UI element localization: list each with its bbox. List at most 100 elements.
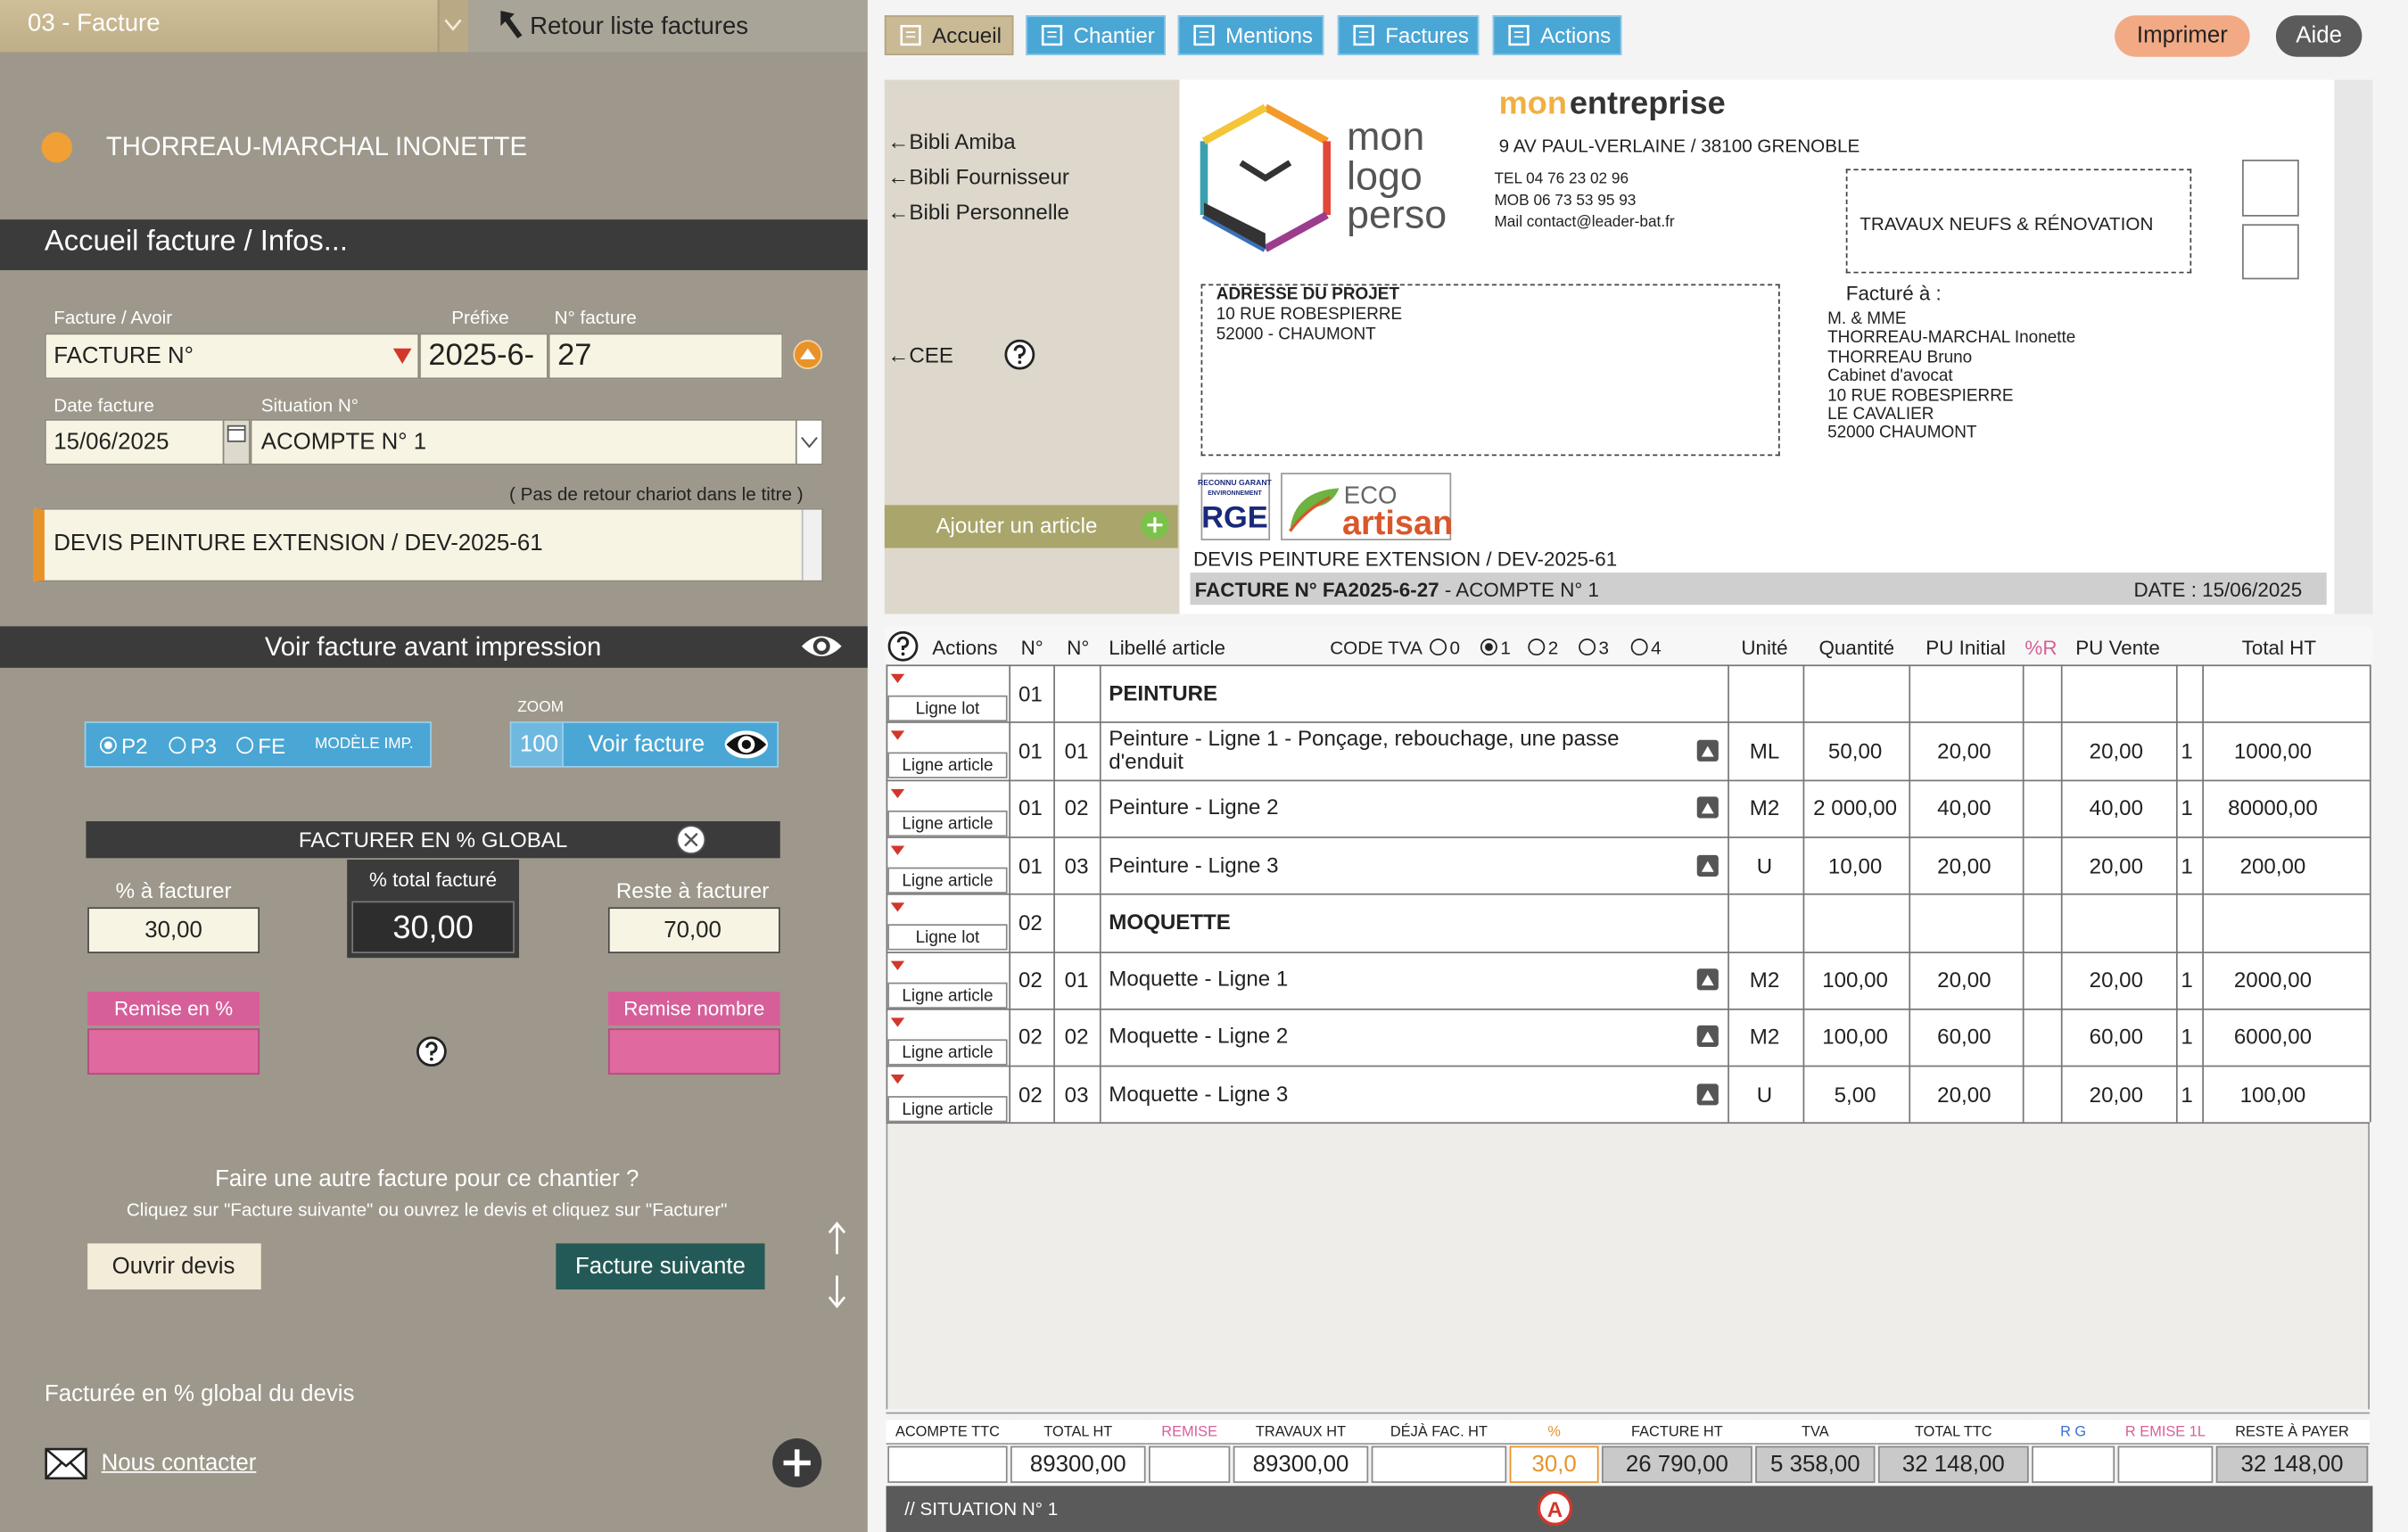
doc-selector[interactable] [0, 0, 438, 53]
row-type-box[interactable] [887, 867, 1008, 894]
next-invoice-button[interactable] [556, 1243, 765, 1290]
edit-icon[interactable] [1696, 1083, 1719, 1106]
invoice-number-line: FACTURE N° FA2025-6-27 - ACOMPTE N° 1 [1195, 578, 1599, 601]
cell-lot: 02 [1018, 1082, 1043, 1107]
type-dropdown[interactable] [392, 348, 412, 364]
tab-label[interactable]: Chantier [1073, 22, 1155, 48]
back-button-text[interactable]: Retour liste factures [530, 13, 749, 40]
cell-coef: 1 [2181, 737, 2193, 763]
tab[interactable] [884, 15, 1014, 55]
view-invoice-button[interactable]: Voir facture [588, 731, 705, 758]
help-icon[interactable] [1004, 339, 1035, 370]
add-article-button[interactable] [884, 505, 1178, 548]
library-link[interactable]: ←Bibli Fournisseur [887, 164, 1069, 189]
situation-dropdown[interactable] [795, 418, 823, 465]
preview-bar[interactable] [0, 626, 868, 668]
field-label: Préfixe [451, 307, 509, 329]
vat-radio[interactable] [1430, 638, 1447, 656]
scroll-arrows[interactable] [826, 1221, 847, 1313]
help-icon[interactable] [416, 1036, 447, 1067]
tab-icon [1508, 24, 1530, 46]
zoom-value-box[interactable] [511, 722, 564, 766]
back-button[interactable] [468, 0, 868, 53]
remaining-input[interactable] [607, 907, 780, 954]
totals-header: ACOMPTE TTC [895, 1423, 1000, 1441]
clear-icon[interactable] [676, 824, 706, 854]
row-type-box[interactable] [887, 810, 1008, 836]
row-type-box[interactable] [887, 1096, 1008, 1123]
tab[interactable] [1337, 15, 1480, 55]
row-type-box[interactable] [887, 981, 1008, 1009]
radio[interactable] [236, 737, 254, 754]
increment-button[interactable] [793, 339, 823, 370]
tab[interactable] [1177, 15, 1324, 55]
calendar-icon [227, 424, 246, 442]
contact-link[interactable]: Nous contacter [101, 1449, 257, 1477]
open-quote-button[interactable] [87, 1243, 261, 1290]
vat-radio[interactable] [1528, 638, 1546, 656]
discount-input[interactable] [607, 1028, 780, 1075]
number-value: 27 [557, 338, 592, 373]
type-input[interactable] [44, 333, 420, 380]
help-icon[interactable] [887, 630, 919, 662]
tab-label[interactable]: Accueil [932, 22, 1002, 48]
doc-selector-dropdown[interactable] [437, 0, 469, 53]
row-menu[interactable] [890, 960, 905, 970]
title-input[interactable] [33, 507, 823, 582]
row-type-box[interactable] [887, 753, 1008, 779]
project-address-line: 52000 - CHAUMONT [1216, 325, 1376, 343]
prefix-input[interactable] [419, 333, 548, 380]
vat-radio[interactable] [1480, 638, 1497, 656]
cell-label: Moquette - Ligne 2 [1109, 1023, 1289, 1049]
print-button[interactable] [2115, 15, 2250, 57]
add-button[interactable] [772, 1437, 822, 1488]
plus-icon[interactable] [1141, 511, 1169, 539]
edit-icon[interactable] [1696, 739, 1719, 762]
row-type-box[interactable] [887, 924, 1008, 951]
library-link[interactable]: ←Bibli Amiba [887, 128, 1016, 154]
row-menu[interactable] [890, 730, 905, 741]
tab[interactable] [1026, 15, 1166, 55]
situation-input[interactable] [250, 418, 797, 465]
number-input[interactable] [548, 333, 784, 380]
column-header: Actions [932, 636, 998, 660]
totals-header: TVA [1802, 1423, 1829, 1441]
row-menu[interactable] [890, 1017, 905, 1027]
radio[interactable] [169, 737, 186, 754]
cell-pu-sale: 40,00 [2089, 795, 2144, 820]
row-menu[interactable] [890, 845, 905, 855]
cee-link[interactable]: ←CEE [887, 342, 953, 367]
vat-radio[interactable] [1630, 638, 1648, 656]
column-header: Unité [1741, 636, 1788, 660]
row-menu[interactable] [890, 788, 905, 798]
row-menu[interactable] [890, 673, 905, 684]
tab-label[interactable]: Mentions [1225, 22, 1313, 48]
row-type-box[interactable] [887, 1039, 1008, 1066]
cell-pu-initial: 20,00 [1937, 967, 1992, 993]
cell-qty: 2 000,00 [1813, 795, 1898, 820]
tab-label[interactable]: Factures [1385, 22, 1469, 48]
totals-value-cell [887, 1446, 1008, 1483]
date-input[interactable] [44, 418, 225, 465]
totals-header: RESTE À PAYER [2235, 1423, 2349, 1441]
discount-input[interactable] [87, 1028, 260, 1075]
vat-radio[interactable] [1579, 638, 1596, 656]
edit-icon[interactable] [1696, 854, 1719, 877]
rge-text: ENVIRONNEMENT [1208, 489, 1262, 497]
help-button[interactable] [2275, 15, 2363, 57]
edit-icon[interactable] [1696, 796, 1719, 819]
library-link[interactable]: ←Bibli Personnelle [887, 199, 1069, 225]
row-menu[interactable] [890, 902, 905, 912]
row-type-box[interactable] [887, 695, 1008, 722]
row-type: Ligne article [902, 757, 994, 776]
edit-icon[interactable] [1696, 968, 1719, 991]
to-invoice-input[interactable] [87, 907, 260, 954]
radio[interactable] [99, 737, 117, 754]
totals-value: 5 358,00 [1770, 1451, 1860, 1478]
row-menu[interactable] [890, 1075, 905, 1084]
tab-label[interactable]: Actions [1540, 22, 1612, 48]
tab[interactable] [1492, 15, 1622, 55]
edit-icon[interactable] [1696, 1025, 1719, 1048]
activity-box [1845, 169, 2192, 274]
logo-mark [1200, 103, 1332, 252]
